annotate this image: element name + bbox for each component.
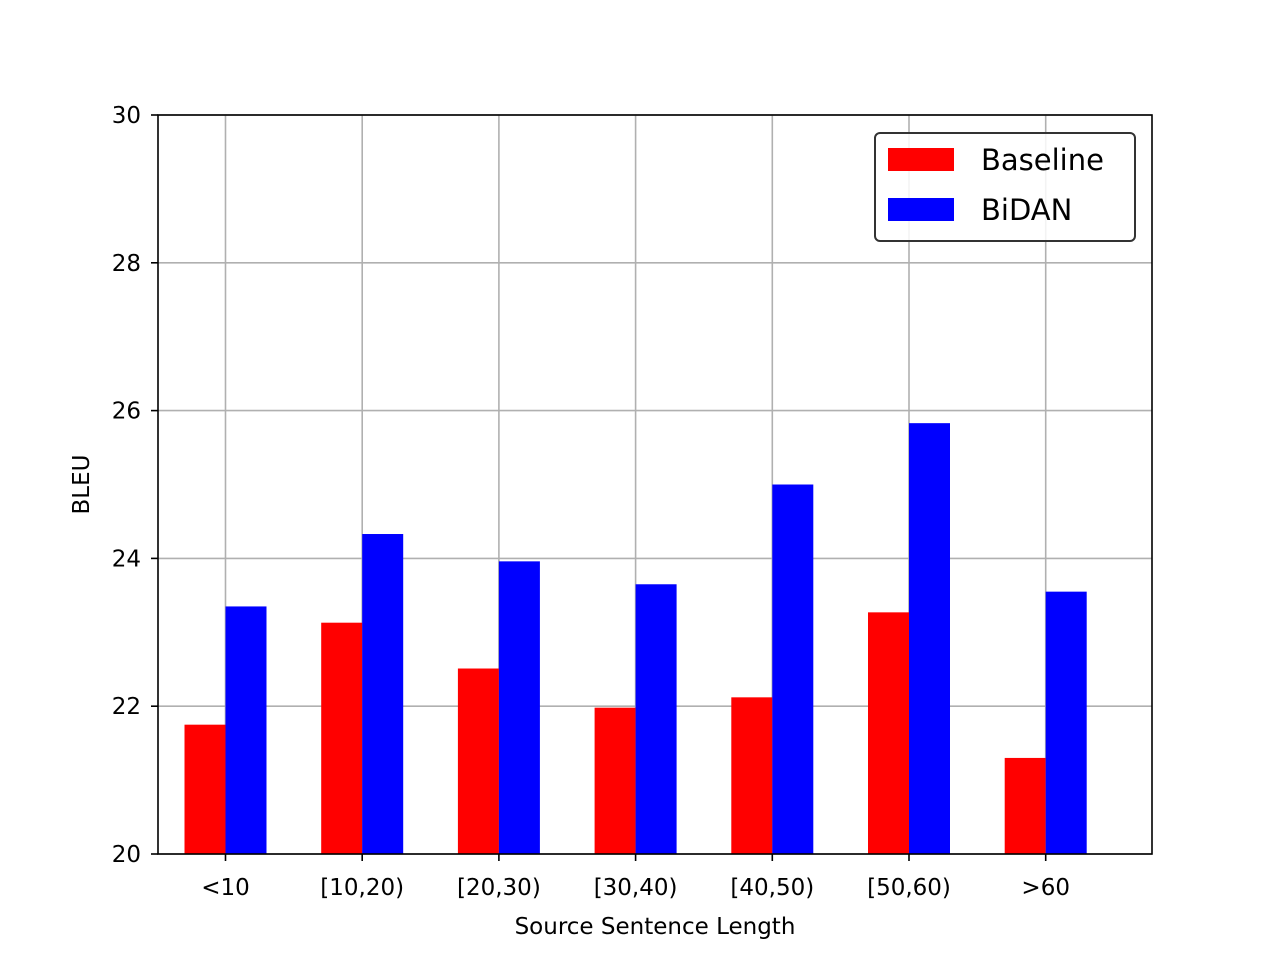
- x-tick-label: [50,60): [867, 875, 951, 901]
- bar-baseline-3: [594, 707, 636, 854]
- x-tick-label: <10: [201, 875, 250, 901]
- x-tick-label: >60: [1021, 875, 1070, 901]
- bar-bidan-6: [1045, 591, 1087, 854]
- bar-bidan-5: [909, 423, 950, 854]
- bar-bidan-4: [772, 484, 814, 854]
- legend-label-bidan: BiDAN: [981, 193, 1072, 227]
- y-tick-label: 24: [112, 546, 141, 572]
- legend-swatch-baseline: [888, 148, 954, 171]
- x-tick-label: [10,20): [320, 875, 404, 901]
- bar-baseline-2: [457, 668, 499, 854]
- legend: Baseline BiDAN: [874, 132, 1136, 242]
- bar-baseline-5: [868, 612, 909, 854]
- bar-baseline-1: [321, 622, 363, 854]
- y-tick-label: 30: [112, 103, 141, 129]
- legend-label-baseline: Baseline: [981, 143, 1104, 177]
- x-tick-label: [20,30): [457, 875, 541, 901]
- x-tick-label: [40,50): [730, 875, 814, 901]
- bar-baseline-0: [184, 724, 226, 854]
- bar-bidan-3: [635, 584, 677, 854]
- x-axis-label: Source Sentence Length: [515, 914, 796, 940]
- y-tick-label: 22: [112, 694, 141, 720]
- y-tick-label: 26: [112, 399, 141, 425]
- bar-baseline-4: [731, 697, 773, 854]
- y-tick-label: 20: [112, 842, 141, 868]
- y-axis-label: BLEU: [69, 455, 95, 515]
- bar-bidan-0: [225, 606, 267, 854]
- y-tick-label: 28: [112, 251, 141, 277]
- x-tick-label: [30,40): [594, 875, 678, 901]
- bar-baseline-6: [1004, 757, 1046, 854]
- bars: [184, 423, 1087, 854]
- legend-swatch-bidan: [888, 198, 954, 221]
- plot-frame: [157, 114, 1153, 855]
- axis-ticks: 20 22 24 26 28 30 <10 [10,20) [20,30) [30,40) [40,…: [112, 103, 1070, 901]
- bar-bidan-2: [498, 561, 540, 854]
- bar-bidan-1: [362, 534, 404, 854]
